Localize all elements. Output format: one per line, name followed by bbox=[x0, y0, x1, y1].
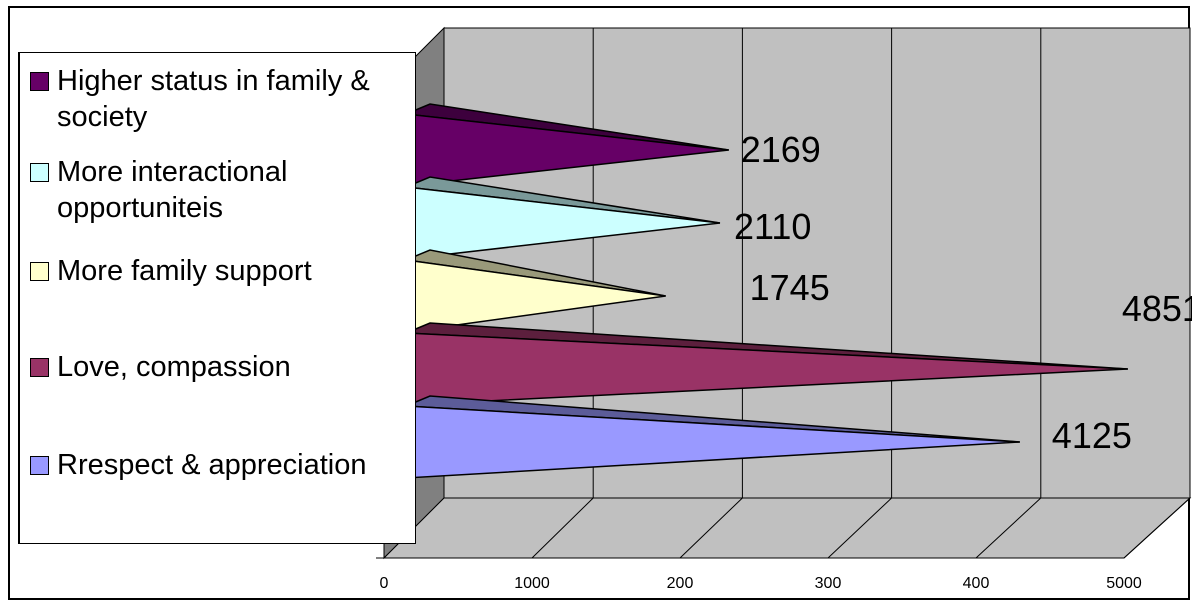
data-label: 4851 bbox=[1122, 288, 1192, 329]
legend-item-love: Love, compassion bbox=[30, 349, 415, 385]
legend-swatch bbox=[30, 72, 49, 91]
floor bbox=[382, 497, 1192, 559]
data-label: 2169 bbox=[741, 129, 821, 170]
chart-legend: Higher status in family & society More i… bbox=[18, 52, 416, 544]
legend-swatch bbox=[30, 163, 49, 182]
data-label: 2110 bbox=[734, 206, 811, 247]
chart-x-ticks: 0 1000 200 300 400 5000 bbox=[380, 575, 1142, 592]
x-tick-label: 1000 bbox=[514, 575, 550, 592]
floor-gridline bbox=[975, 497, 1042, 559]
legend-item-interactional: More interactional opportuniteis bbox=[30, 154, 415, 226]
legend-swatch bbox=[30, 456, 49, 475]
x-tick-label: 300 bbox=[815, 575, 842, 592]
chart-data-labels: 2169 2110 1745 4851 4125 bbox=[734, 129, 1192, 456]
legend-label: Rrespect & appreciation bbox=[57, 449, 367, 481]
x-tick-label: 5000 bbox=[1106, 575, 1142, 592]
legend-label: More interactional opportuniteis bbox=[57, 156, 288, 224]
legend-item-respect: Rrespect & appreciation bbox=[30, 447, 415, 483]
floor-gridline bbox=[1123, 497, 1191, 559]
chart-plot: 2169 2110 1745 4851 4125 0 1000 200 300 400 5000 bbox=[376, 26, 1192, 592]
legend-item-higher-status: Higher status in family & society bbox=[30, 63, 415, 135]
legend-swatch bbox=[30, 262, 49, 281]
floor-gridline bbox=[827, 497, 892, 559]
data-label: 4125 bbox=[1052, 415, 1132, 456]
legend-label: More family support bbox=[57, 255, 312, 287]
x-tick-label: 400 bbox=[963, 575, 990, 592]
chart-bars bbox=[403, 103, 1128, 479]
floor-gridline bbox=[531, 497, 594, 559]
x-tick-label: 0 bbox=[380, 575, 389, 592]
legend-label: Higher status in family & society bbox=[57, 65, 370, 133]
legend-label: Love, compassion bbox=[57, 351, 291, 383]
data-label: 1745 bbox=[750, 267, 830, 308]
x-tick-label: 200 bbox=[667, 575, 694, 592]
floor-gridline bbox=[679, 497, 743, 559]
chart-frame: 2169 2110 1745 4851 4125 0 1000 200 300 400 5000 … bbox=[8, 6, 1192, 600]
legend-swatch bbox=[30, 358, 49, 377]
legend-item-family-support: More family support bbox=[30, 253, 415, 289]
